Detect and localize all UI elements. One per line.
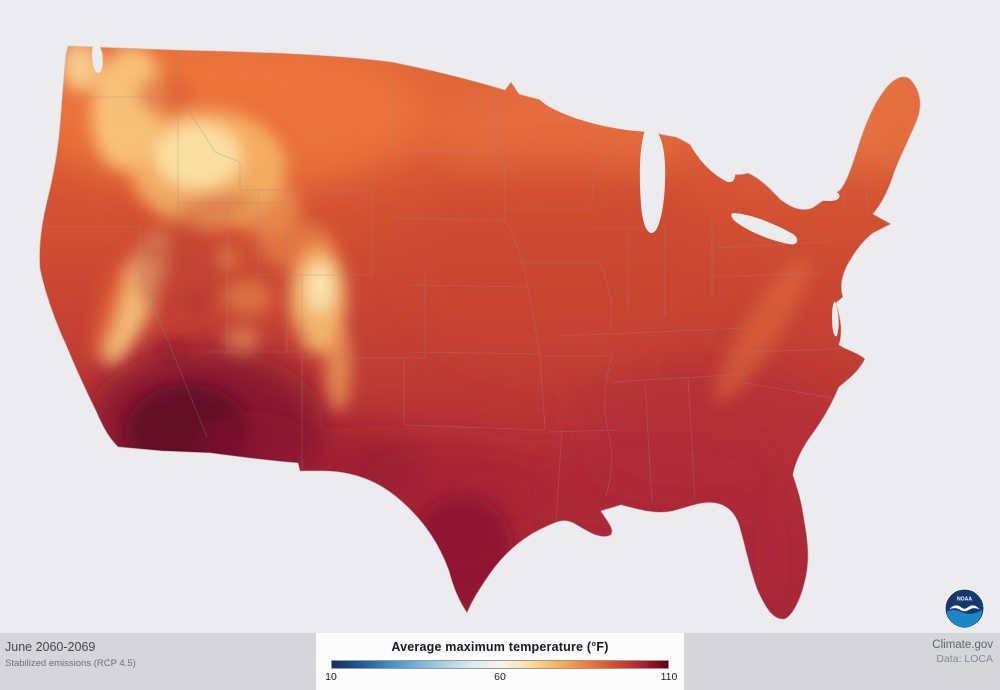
data-source-credit: Data: LOCA (936, 653, 993, 665)
legend-title: Average maximum temperature (°F) (391, 640, 609, 654)
lake-erie (731, 213, 798, 245)
lake-michigan (639, 126, 666, 233)
great-lakes-and-bays (91, 42, 840, 337)
puget-sound (91, 42, 103, 73)
legend-panel: Average maximum temperature (°F) 10 60 1… (316, 633, 684, 690)
tick-mid: 60 (494, 671, 506, 683)
colorbar-ticks: 10 60 110 (325, 671, 677, 685)
footer-bar: June 2060-2069 Stabilized emissions (RCP… (0, 633, 1000, 690)
tick-max: 110 (660, 671, 678, 683)
map-metadata: June 2060-2069 Stabilized emissions (RCP… (5, 640, 136, 669)
chesapeake-bay (832, 301, 839, 337)
lake-huron (686, 129, 736, 183)
credits: Climate.gov Data: LOCA (932, 639, 993, 665)
lake-superior (538, 93, 676, 133)
climate-gov-credit: Climate.gov (932, 639, 993, 651)
colorbar (331, 660, 669, 669)
noaa-text: NOAA (957, 596, 972, 602)
state-borders (44, 52, 869, 521)
time-period-label: June 2060-2069 (5, 640, 96, 654)
noaa-logo: NOAA (944, 588, 985, 629)
scenario-label: Stabilized emissions (RCP 4.5) (5, 658, 136, 669)
tick-min: 10 (325, 671, 337, 683)
noaa-gull-icon (949, 605, 980, 612)
noaa-sea (946, 609, 983, 628)
us-coastline (39, 45, 921, 620)
heat-layer-detail (60, 46, 810, 611)
lake-ontario (793, 185, 840, 201)
